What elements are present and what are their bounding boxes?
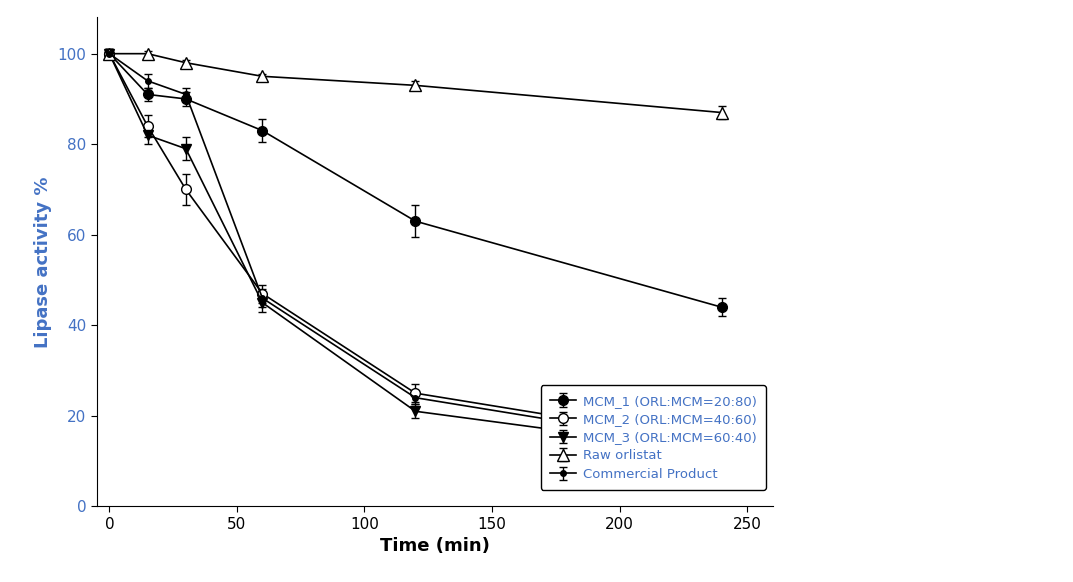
Legend: MCM_1 (ORL:MCM=20:80), MCM_2 (ORL:MCM=40:60), MCM_3 (ORL:MCM=60:40), Raw orlista: MCM_1 (ORL:MCM=20:80), MCM_2 (ORL:MCM=40… [541,385,766,490]
X-axis label: Time (min): Time (min) [380,537,489,555]
Y-axis label: Lipase activity %: Lipase activity % [33,176,52,347]
